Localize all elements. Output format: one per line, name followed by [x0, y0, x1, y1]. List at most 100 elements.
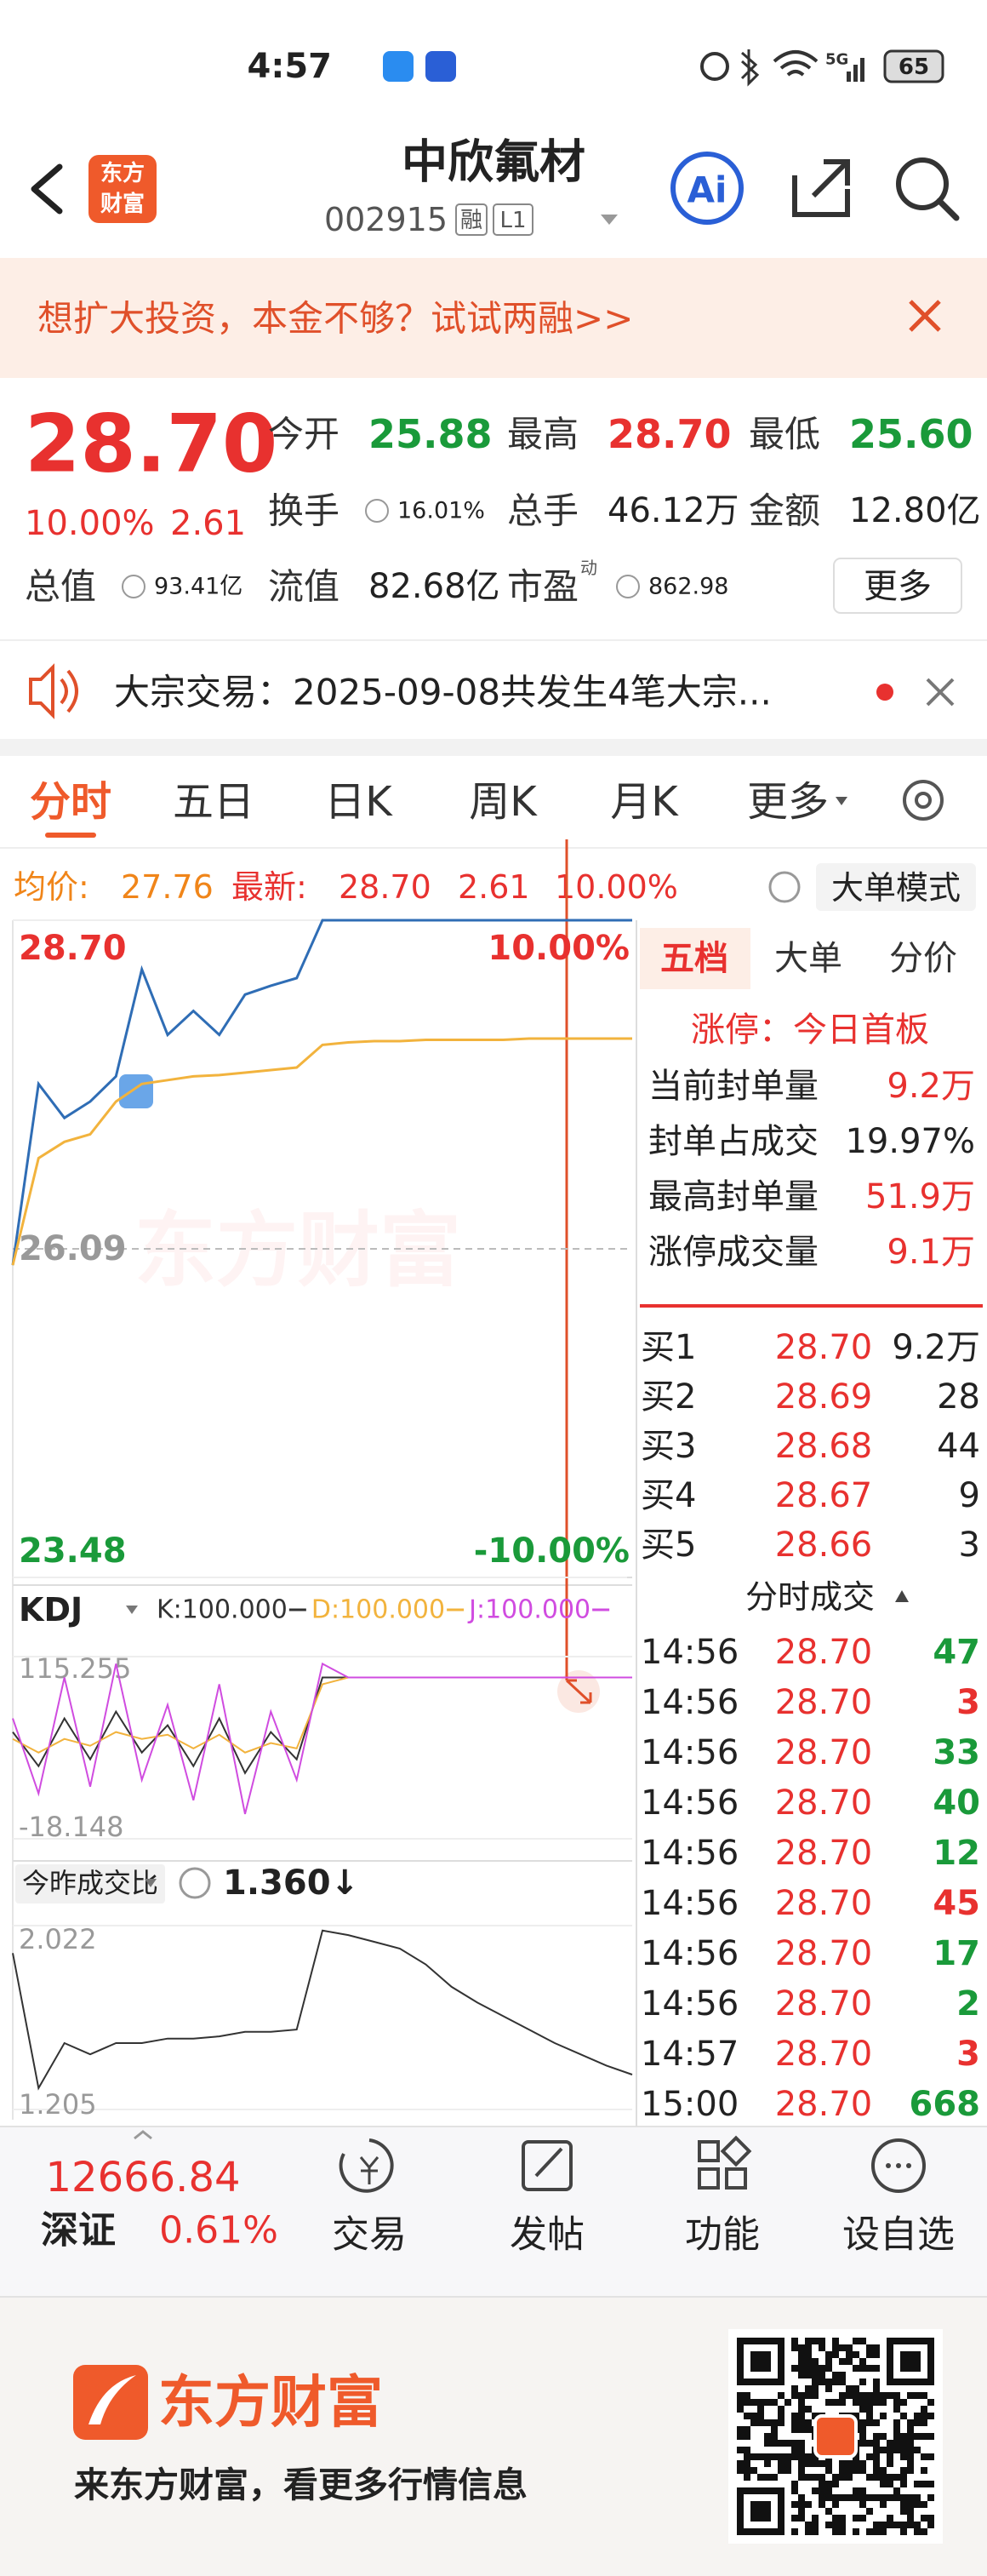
qr-module	[737, 2358, 744, 2365]
indicator-box[interactable]	[15, 1864, 165, 1903]
nav-item[interactable]: 功能	[685, 2213, 760, 2257]
close-button[interactable]	[909, 300, 941, 332]
help-icon[interactable]	[768, 871, 801, 903]
qr-module	[887, 2494, 893, 2501]
qr-module	[914, 2522, 921, 2528]
qr-module	[873, 2453, 880, 2460]
y-tick-label: 28.70	[19, 929, 127, 968]
tab[interactable]: 周K	[469, 778, 538, 826]
legend-entry[interactable]: J:100.000	[467, 1595, 590, 1625]
qr-module	[914, 2392, 921, 2399]
qr-module	[866, 2392, 873, 2399]
qr-module	[805, 2365, 812, 2372]
panel-tab[interactable]: 五档	[660, 939, 728, 978]
qr-module	[839, 2522, 846, 2528]
back-button[interactable]	[31, 163, 63, 215]
help-icon[interactable]	[179, 1867, 211, 1899]
close-button[interactable]	[926, 678, 955, 707]
qr-module	[819, 2460, 825, 2467]
post-icon	[522, 2140, 573, 2191]
settings-icon[interactable]	[903, 780, 944, 821]
qr-module	[900, 2338, 907, 2344]
dropdown-icon	[145, 1879, 157, 1887]
panel-tab[interactable]: 大单	[774, 939, 842, 978]
share-button[interactable]	[792, 159, 850, 217]
qr-module	[880, 2494, 887, 2501]
qr-module	[750, 2379, 757, 2385]
last-price: 28.70	[25, 398, 277, 491]
qr-module	[873, 2494, 880, 2501]
latest-label: 最新:	[231, 868, 307, 906]
qr-module	[900, 2351, 907, 2358]
indicator-name[interactable]: 今昨成交比	[22, 1867, 158, 1899]
expand-icon	[565, 839, 592, 1704]
qr-module	[778, 2392, 784, 2399]
tab[interactable]: 五日	[173, 778, 254, 826]
qr-module	[791, 2501, 798, 2508]
qr-module	[791, 2440, 798, 2447]
tab[interactable]: 日K	[324, 778, 393, 826]
qr-module	[764, 2433, 771, 2440]
qr-module	[859, 2494, 866, 2501]
qr-module	[880, 2447, 887, 2453]
qr-module	[893, 2474, 900, 2481]
qr-module	[771, 2528, 778, 2535]
avg-value: 27.76	[121, 868, 214, 906]
search-button[interactable]	[896, 157, 949, 210]
qr-module	[880, 2413, 887, 2419]
qr-module	[880, 2433, 887, 2440]
more-label[interactable]: 更多	[864, 567, 932, 606]
sort-icon	[895, 1590, 909, 1602]
stock-name: 中欣氟材	[402, 135, 585, 189]
tab[interactable]: 分时	[30, 778, 111, 826]
mode-button[interactable]	[816, 863, 976, 911]
trade-volume: 3	[956, 2035, 980, 2074]
qr-module	[866, 2494, 873, 2501]
notice-text[interactable]: 大宗交易：2025-09-08共发生4笔大宗...	[114, 672, 772, 713]
qr-module	[750, 2338, 757, 2344]
qr-module	[812, 2528, 819, 2535]
mode-label[interactable]: 大单模式	[831, 869, 961, 907]
network-label: 5G	[825, 51, 848, 69]
qr-module	[900, 2413, 907, 2419]
qr-module	[737, 2528, 744, 2535]
qr-module	[880, 2399, 887, 2406]
qr-module	[914, 2528, 921, 2535]
banner-text[interactable]: 想扩大投资，本金不够？试试两融>>	[37, 298, 633, 340]
indicator-name[interactable]: KDJ	[19, 1591, 83, 1629]
field-value: 28.70	[608, 411, 732, 457]
index-name[interactable]: 深证	[41, 2209, 116, 2253]
qr-module	[819, 2365, 825, 2372]
qr-module	[914, 2413, 921, 2419]
panel-tab[interactable]: 分价	[889, 939, 957, 978]
qr-module	[737, 2515, 744, 2522]
qr-module	[798, 2419, 805, 2426]
ai-label[interactable]: Ai	[687, 169, 727, 211]
qr-module	[853, 2453, 859, 2460]
legend-entry[interactable]: D:100.000	[311, 1595, 445, 1625]
index-value[interactable]: 12666.84	[45, 2154, 240, 2201]
qr-module	[927, 2481, 934, 2487]
qr-module	[744, 2413, 750, 2419]
legend-entry[interactable]: K:100.000	[157, 1595, 288, 1625]
qr-module	[914, 2501, 921, 2508]
qr-module	[921, 2379, 927, 2385]
ai-button[interactable]	[670, 152, 744, 225]
qr-module	[921, 2501, 927, 2508]
trade-volume: 45	[933, 1884, 980, 1923]
qr-module	[900, 2501, 907, 2508]
index-change[interactable]: 0.61%	[159, 2209, 278, 2253]
nav-item[interactable]: 发帖	[510, 2213, 585, 2257]
qr-module	[832, 2351, 839, 2358]
tab[interactable]: 月K	[610, 778, 679, 826]
more-button[interactable]	[833, 558, 962, 614]
y-tick-label: -18.148	[19, 1811, 124, 1843]
nav-item[interactable]: 交易	[332, 2213, 407, 2257]
trades-title[interactable]: 分时成交	[745, 1578, 875, 1616]
nav-item[interactable]: 设自选	[842, 2213, 955, 2257]
qr-module	[914, 2419, 921, 2426]
qr-module	[893, 2494, 900, 2501]
qr-module	[839, 2379, 846, 2385]
tab[interactable]: 更多	[747, 778, 829, 826]
